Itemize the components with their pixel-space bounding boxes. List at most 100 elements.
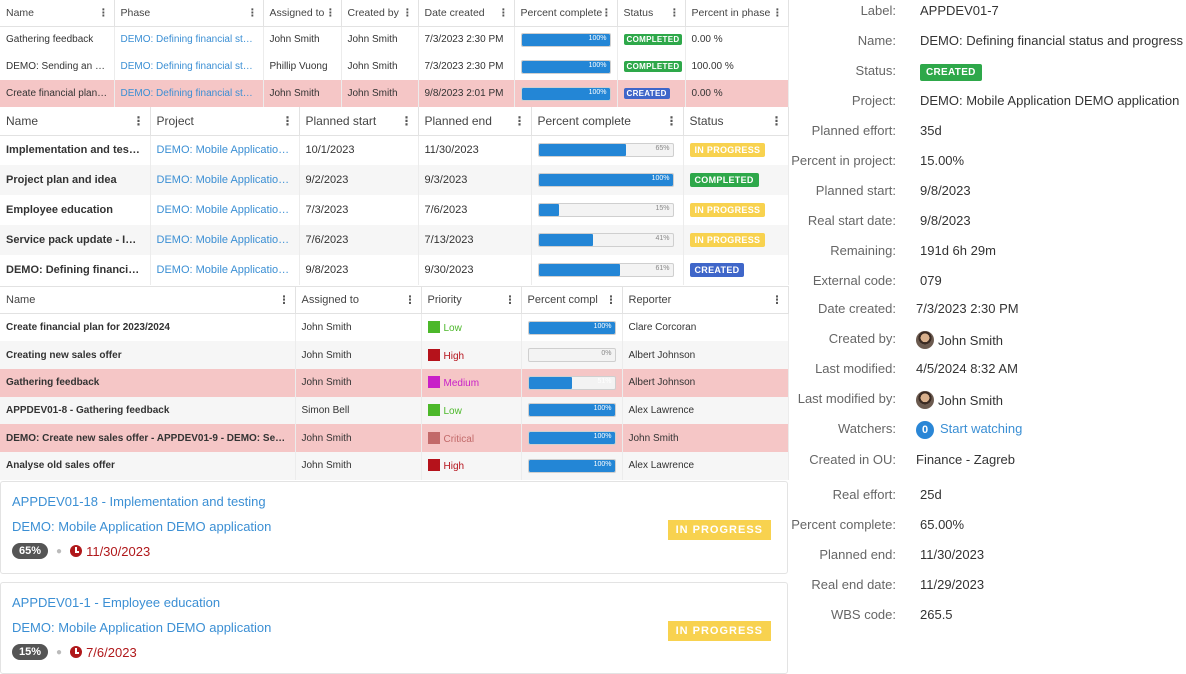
- column-menu-icon[interactable]: ⋮: [669, 6, 679, 19]
- column-header-label: Assigned to: [269, 6, 325, 19]
- table-row[interactable]: Implementation and testing DEMO: Mobile A…: [0, 135, 789, 165]
- project-link[interactable]: DEMO: Mobile Application DEMO applicatio…: [150, 255, 300, 285]
- ou-link[interactable]: Finance - Zagreb: [916, 452, 1015, 467]
- issue-name-cell[interactable]: DEMO: Create new sales offer - APPDEV01-…: [0, 424, 296, 452]
- task-card[interactable]: APPDEV01-1 - Employee education DEMO: Mo…: [0, 582, 788, 674]
- card-project-link[interactable]: DEMO: Mobile Application DEMO applicatio…: [12, 519, 272, 534]
- project-link[interactable]: DEMO: Mobile Application DEMO applicatio…: [150, 135, 300, 165]
- detail-last-modified: Last modified: 4/5/2024 8:32 AM: [815, 361, 1018, 376]
- task-name-cell[interactable]: Project plan and idea: [0, 165, 151, 195]
- column-menu-icon[interactable]: ⋮: [132, 113, 145, 128]
- table-row[interactable]: APPDEV01-8 - Gathering feedback Simon Bel…: [0, 396, 789, 425]
- issue-name-cell[interactable]: APPDEV01-8 - Gathering feedback: [0, 396, 296, 425]
- table-row[interactable]: DEMO: Create new sales offer - APPDEV01-…: [0, 424, 789, 452]
- task-name-cell[interactable]: Create financial plan for 2023/2024: [0, 80, 115, 107]
- task-card[interactable]: APPDEV01-18 - Implementation and testing…: [0, 481, 788, 574]
- column-menu-icon[interactable]: ⋮: [498, 6, 508, 19]
- project-link[interactable]: DEMO: Mobile Application DEMO applicatio…: [150, 195, 300, 225]
- table-row[interactable]: Project plan and idea DEMO: Mobile Applic…: [0, 165, 789, 195]
- column-header[interactable]: Reporter ⋮: [622, 286, 789, 314]
- column-menu-icon[interactable]: ⋮: [504, 294, 516, 307]
- table-row[interactable]: DEMO: Sending an update to the teamDEMO:…: [0, 53, 789, 80]
- column-menu-icon[interactable]: ⋮: [402, 6, 412, 19]
- column-header[interactable]: Name ⋮: [0, 0, 115, 27]
- column-menu-icon[interactable]: ⋮: [770, 113, 783, 128]
- phase-link[interactable]: DEMO: Defining financial status and prog…: [114, 53, 264, 80]
- progress-label: 51%: [597, 377, 612, 385]
- progress-label: 0%: [601, 350, 612, 358]
- task-name-cell[interactable]: Gathering feedback: [0, 26, 115, 53]
- column-menu-icon[interactable]: ⋮: [665, 113, 678, 128]
- table-row[interactable]: DEMO: Defining financial status and prog…: [0, 255, 789, 285]
- table-cell: Clare Corcoran: [622, 313, 789, 342]
- column-menu-icon[interactable]: ⋮: [325, 6, 335, 19]
- column-header[interactable]: Percent complete ⋮: [514, 0, 618, 27]
- column-header[interactable]: Phase ⋮: [114, 0, 264, 27]
- task-name-cell[interactable]: DEMO: Defining financial status and prog…: [0, 255, 151, 285]
- task-name-cell[interactable]: DEMO: Sending an update to the team: [0, 53, 115, 80]
- project-link[interactable]: DEMO: Mobile Application DEMO applicatio…: [150, 225, 300, 255]
- progress-bar: 100%: [527, 458, 616, 473]
- progress-fill: [538, 204, 559, 216]
- column-header[interactable]: Status ⋮: [617, 0, 686, 27]
- column-header[interactable]: Name ⋮: [0, 107, 151, 136]
- table-row[interactable]: Create financial plan for 2023/2024 John …: [0, 313, 789, 342]
- table-row[interactable]: Analyse old sales offer John Smith High 100…: [0, 451, 789, 480]
- column-header[interactable]: Name ⋮: [0, 286, 296, 314]
- column-header[interactable]: Planned start ⋮: [299, 107, 419, 136]
- table-row[interactable]: Gathering feedback DEMO: Defining financi…: [0, 26, 789, 53]
- table-row[interactable]: Employee education DEMO: Mobile Applicati…: [0, 195, 789, 225]
- column-header[interactable]: Percent complete ⋮: [531, 107, 684, 136]
- card-title-link[interactable]: APPDEV01-18 - Implementation and testing: [12, 494, 266, 509]
- phase-link[interactable]: DEMO: Defining financial status and prog…: [114, 26, 264, 53]
- clock-icon: [70, 545, 83, 557]
- column-menu-icon[interactable]: ⋮: [281, 113, 294, 128]
- created-by-user[interactable]: John Smith: [938, 333, 1004, 348]
- percent-cell: 41%: [531, 225, 684, 255]
- column-header[interactable]: Planned end ⋮: [418, 107, 532, 136]
- task-name-cell[interactable]: Implementation and testing: [0, 135, 151, 165]
- column-header[interactable]: Status ⋮: [683, 107, 789, 136]
- status-cell: CREATED: [683, 255, 789, 285]
- modified-by-user[interactable]: John Smith: [938, 393, 1004, 408]
- column-header[interactable]: Assigned to ⋮: [295, 286, 422, 314]
- issue-name-cell[interactable]: Analyse old sales offer: [0, 451, 296, 480]
- column-header[interactable]: Project ⋮: [150, 107, 300, 136]
- column-menu-icon[interactable]: ⋮: [513, 113, 526, 128]
- detail-watchers: Watchers: 0 Start watching: [788, 421, 1186, 441]
- table-row[interactable]: Gathering feedback John Smith Medium 51% Alb…: [0, 368, 789, 397]
- column-menu-icon[interactable]: ⋮: [772, 6, 782, 19]
- progress-label: 15%: [655, 205, 670, 212]
- column-menu-icon[interactable]: ⋮: [98, 6, 108, 19]
- project-link[interactable]: DEMO: Mobile Application DEMO applicatio…: [150, 165, 300, 195]
- table-row[interactable]: Create financial plan for 2023/2024DEMO:…: [0, 80, 789, 107]
- phase-link[interactable]: DEMO: Defining financial status and prog…: [114, 80, 264, 107]
- issue-name-cell[interactable]: Gathering feedback: [0, 368, 296, 397]
- card-project-link[interactable]: DEMO: Mobile Application DEMO applicatio…: [12, 620, 272, 635]
- column-header[interactable]: Date created ⋮: [418, 0, 515, 27]
- progress-bar: 100%: [527, 431, 616, 446]
- start-watching-link[interactable]: Start watching: [940, 421, 1023, 436]
- progress-fill: [528, 459, 615, 472]
- card-title-link[interactable]: APPDEV01-1 - Employee education: [12, 595, 221, 610]
- column-menu-icon[interactable]: ⋮: [400, 113, 413, 128]
- column-header[interactable]: Created by ⋮: [341, 0, 419, 27]
- column-menu-icon[interactable]: ⋮: [771, 294, 783, 307]
- column-header[interactable]: Percent in phase ⋮: [685, 0, 789, 27]
- issue-name-cell[interactable]: Creating new sales offer: [0, 341, 296, 369]
- progress-bar: 15%: [537, 203, 674, 217]
- issue-name-cell[interactable]: Create financial plan for 2023/2024: [0, 313, 296, 342]
- task-name-cell[interactable]: Employee education: [0, 195, 151, 225]
- table-row[interactable]: Creating new sales offer John Smith High 0%…: [0, 341, 789, 369]
- column-header[interactable]: Priority ⋮: [421, 286, 522, 314]
- column-menu-icon[interactable]: ⋮: [247, 6, 257, 19]
- task-name-cell[interactable]: Service pack update - Implementation: [0, 225, 151, 255]
- column-header[interactable]: Assigned to ⋮: [263, 0, 342, 27]
- column-menu-icon[interactable]: ⋮: [605, 294, 617, 307]
- column-menu-icon[interactable]: ⋮: [404, 294, 416, 307]
- column-header[interactable]: Percent compl ⋮: [521, 286, 623, 314]
- column-menu-icon[interactable]: ⋮: [601, 6, 611, 19]
- project-link[interactable]: DEMO: Mobile Application DEMO applicatio…: [920, 93, 1180, 108]
- table-row[interactable]: Service pack update - ImplementationDEMO…: [0, 225, 789, 255]
- column-menu-icon[interactable]: ⋮: [278, 294, 290, 307]
